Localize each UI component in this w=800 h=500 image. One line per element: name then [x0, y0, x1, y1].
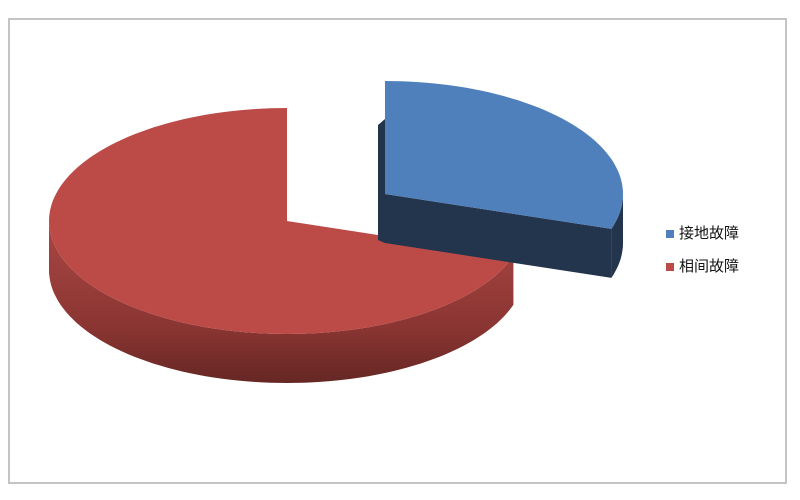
pie-slice-ground-fault-rim-wall: [611, 194, 623, 278]
legend-marker: [666, 229, 674, 238]
pie-slice-phase-to-phase-fault[interactable]: [49, 108, 514, 334]
legend-label: 接地故障: [679, 225, 740, 242]
legend-item-1[interactable]: 相间故障: [666, 257, 739, 276]
legend-marker: [666, 262, 674, 271]
legend-label: 相间故障: [679, 258, 740, 275]
chart-legend: 接地故障 相间故障: [666, 224, 739, 276]
pie-slice-ground-fault-cut-wall: [385, 194, 612, 278]
pie-slice-phase-to-phase-fault-rim-wall: [49, 221, 514, 383]
pie-slice-ground-fault[interactable]: [385, 81, 623, 229]
legend-item-0[interactable]: 接地故障: [666, 224, 739, 243]
pie-slice-ground-fault-left-wall: [378, 119, 385, 243]
